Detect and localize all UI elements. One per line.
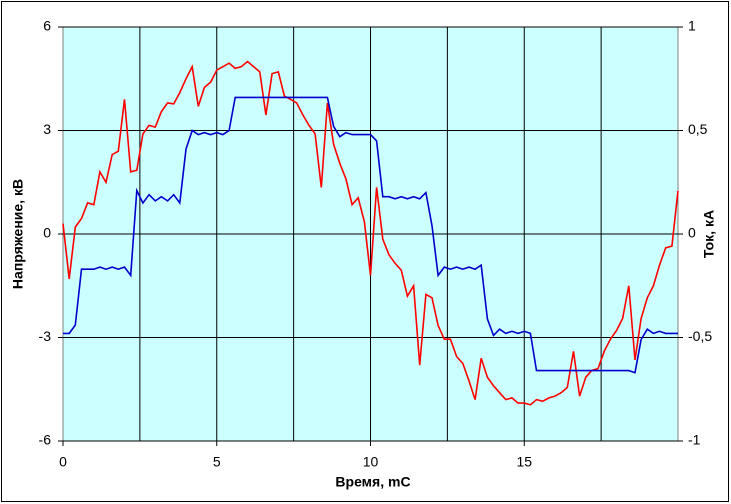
x-tick-label: 0 — [59, 454, 67, 470]
y-tick-label: -6 — [39, 432, 52, 448]
y2-tick-label: 0,5 — [688, 121, 708, 137]
y2-tick-label: -0,5 — [688, 328, 712, 344]
y-tick-label: -3 — [39, 328, 52, 344]
y-tick-label: 3 — [43, 121, 51, 137]
x-tick-label: 10 — [363, 454, 379, 470]
x-tick-label: 5 — [213, 454, 221, 470]
y2-tick-label: 0 — [688, 225, 696, 241]
x-tick-label: 15 — [516, 454, 532, 470]
y-axis-label: Напряжение, кВ — [10, 179, 26, 289]
y2-tick-label: -1 — [688, 432, 701, 448]
series-line — [63, 96, 678, 374]
y-tick-label: 6 — [43, 18, 51, 34]
y-tick-label: 0 — [43, 225, 51, 241]
y2-axis-label: Ток, кА — [701, 210, 717, 258]
y2-tick-label: 1 — [688, 18, 696, 34]
series-line — [62, 60, 679, 406]
x-axis-label: Время, mС — [335, 474, 410, 490]
